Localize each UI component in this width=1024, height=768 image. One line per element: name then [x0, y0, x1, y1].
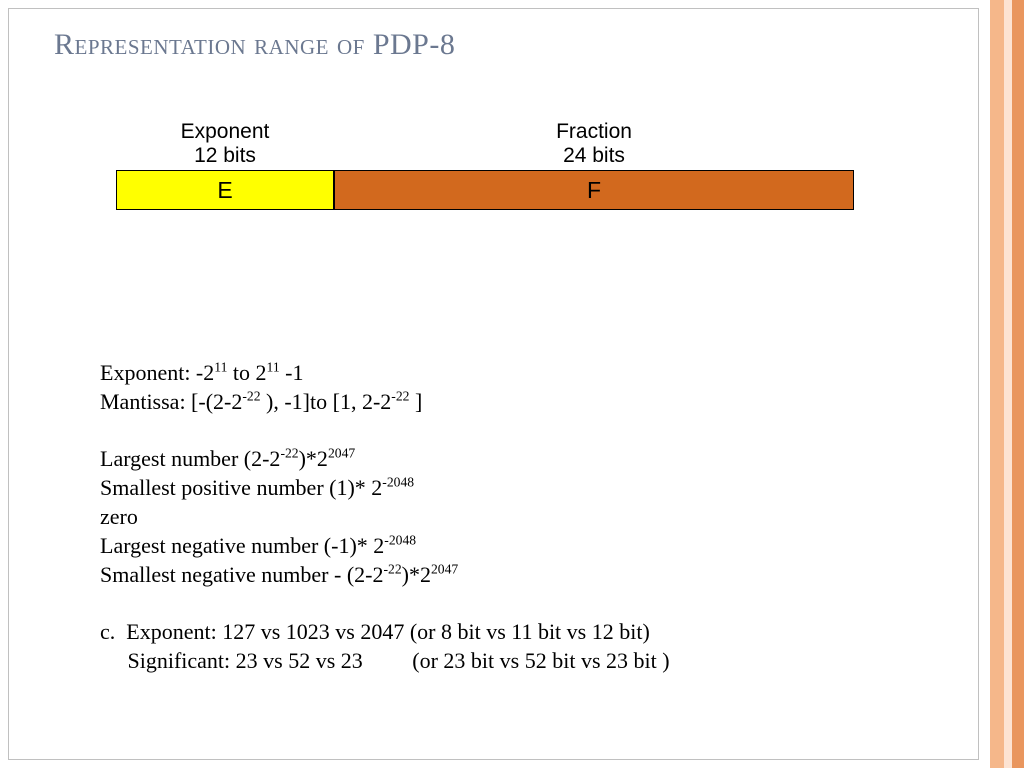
blank-line: [100, 416, 670, 444]
body-text: Exponent: -211 to 211 -1 Mantissa: [-(2-…: [100, 358, 670, 675]
sup: -2048: [382, 475, 414, 490]
field-label-line2: 12 bits: [116, 144, 334, 168]
field-boxes-row: EF: [116, 170, 854, 210]
text: ), -1]to [1, 2-2: [261, 389, 392, 414]
field-label-line1: Exponent: [116, 120, 334, 144]
text: Smallest positive number (1)* 2: [100, 475, 382, 500]
smallest-negative-line: Smallest negative number - (2-2-22)*2204…: [100, 560, 670, 589]
comparison-line-1: c. Exponent: 127 vs 1023 vs 2047 (or 8 b…: [100, 617, 670, 646]
field-label: Exponent12 bits: [116, 120, 334, 168]
text: )*2: [299, 446, 328, 471]
text: ]: [409, 389, 422, 414]
sup: -2048: [384, 533, 416, 548]
sup: 2047: [431, 562, 458, 577]
text: Exponent: -2: [100, 360, 214, 385]
accent-stripe: [1012, 0, 1024, 768]
sup: 2047: [328, 446, 355, 461]
text: to 2: [227, 360, 266, 385]
smallest-positive-line: Smallest positive number (1)* 2-2048: [100, 473, 670, 502]
text: Smallest negative number - (2-2: [100, 562, 383, 587]
blank-line: [100, 589, 670, 617]
sup: 11: [214, 360, 227, 375]
largest-number-line: Largest number (2-2-22)*22047: [100, 444, 670, 473]
field-labels-row: Exponent12 bitsFraction24 bits: [116, 120, 854, 168]
accent-stripe: [990, 0, 1004, 768]
slide: Representation range of PDP-8 Exponent12…: [0, 0, 1024, 768]
sup: -22: [242, 389, 260, 404]
mantissa-line: Mantissa: [-(2-2-22 ), -1]to [1, 2-2-22 …: [100, 387, 670, 416]
text: -1: [280, 360, 304, 385]
sup: -22: [383, 562, 401, 577]
field-box: E: [116, 170, 334, 210]
exponent-range-line: Exponent: -211 to 211 -1: [100, 358, 670, 387]
largest-negative-line: Largest negative number (-1)* 2-2048: [100, 531, 670, 560]
sup: -22: [280, 446, 298, 461]
slide-title: Representation range of PDP-8: [54, 28, 455, 62]
field-label: Fraction24 bits: [334, 120, 854, 168]
comparison-line-2: Significant: 23 vs 52 vs 23 (or 23 bit v…: [100, 646, 670, 675]
zero-line: zero: [100, 502, 670, 531]
field-box: F: [334, 170, 854, 210]
sup: 11: [267, 360, 280, 375]
format-diagram: Exponent12 bitsFraction24 bits EF: [116, 120, 854, 210]
text: Largest negative number (-1)* 2: [100, 533, 384, 558]
field-label-line1: Fraction: [334, 120, 854, 144]
text: Mantissa: [-(2-2: [100, 389, 242, 414]
sup: -22: [391, 389, 409, 404]
accent-stripe: [1004, 0, 1012, 768]
accent-stripe: [986, 0, 990, 768]
field-label-line2: 24 bits: [334, 144, 854, 168]
text: )*2: [402, 562, 431, 587]
text: Largest number (2-2: [100, 446, 280, 471]
